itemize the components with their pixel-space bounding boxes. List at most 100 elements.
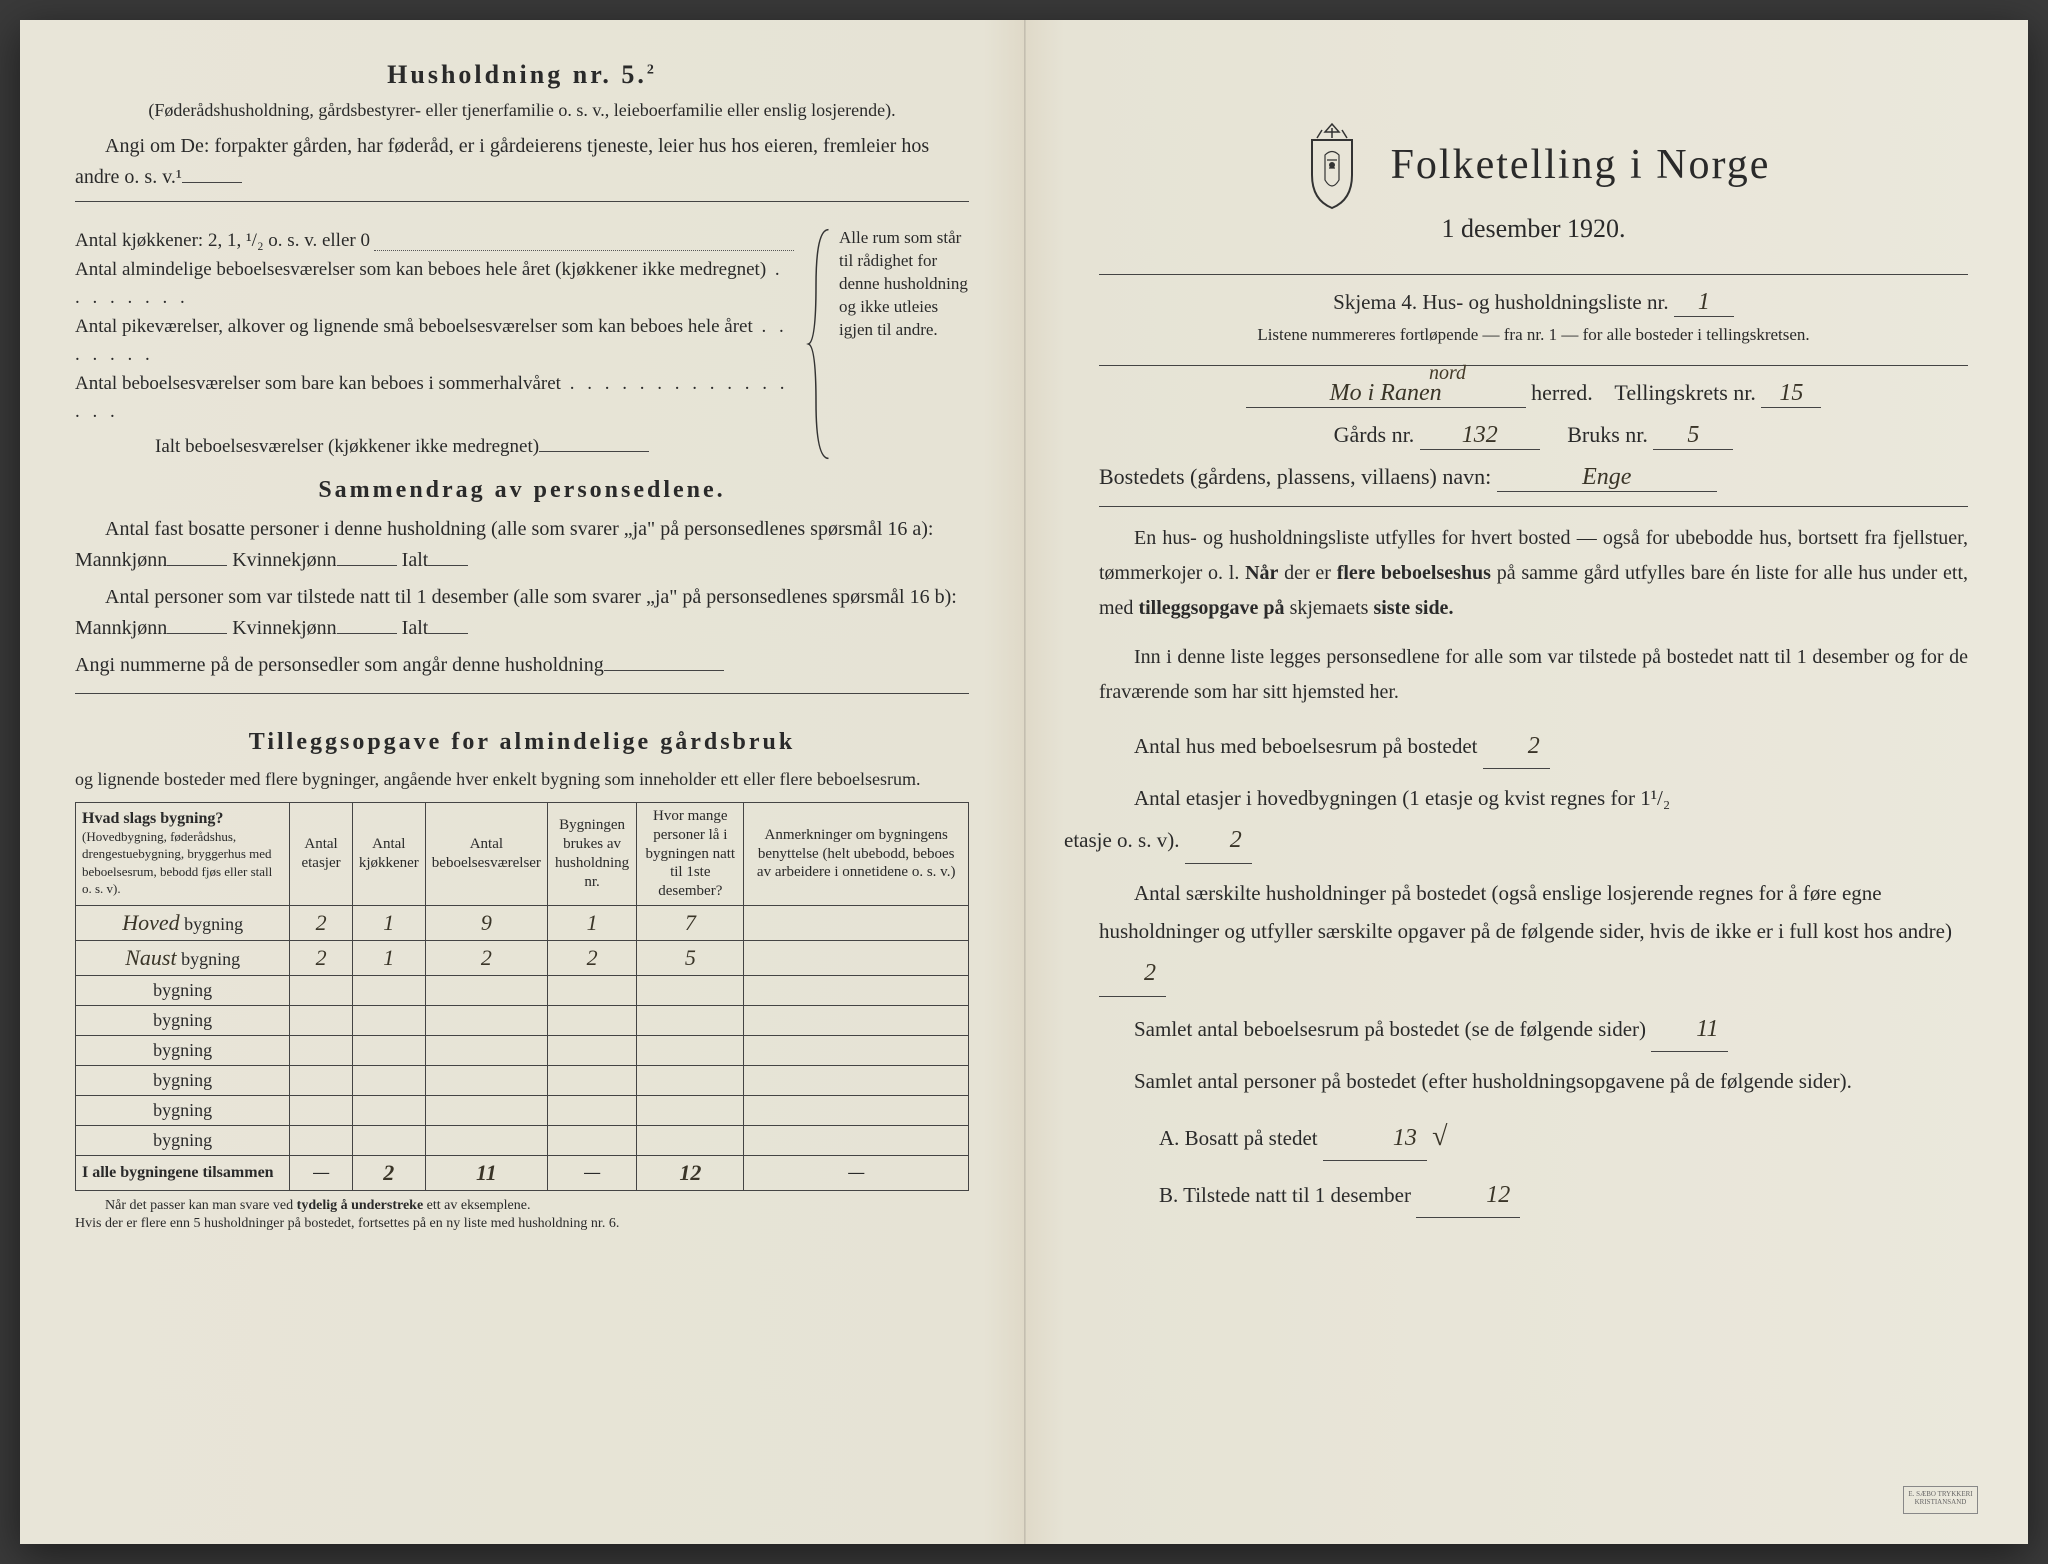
s2-rule	[75, 693, 969, 694]
row-etasjer: 2	[290, 905, 353, 940]
kl0: Antal kjøkkener: 2, 1, ¹/₂ o. s. v. elle…	[75, 227, 370, 256]
census-document: Husholdning nr. 5.2 (Føderådshusholdning…	[20, 20, 2028, 1544]
total-beboelse: 11	[425, 1155, 547, 1190]
form-line: Skjema 4. Hus- og husholdningsliste nr. …	[1099, 289, 1968, 317]
herred-label: herred.	[1531, 380, 1593, 405]
q4-text: Samlet antal beboelsesrum på bostedet (s…	[1134, 1017, 1646, 1041]
table-head: Hvad slags bygning?(Hovedbygning, føderå…	[76, 803, 969, 906]
table-row-empty: bygning	[76, 1005, 969, 1035]
gards-row: Gårds nr. 132 Bruks nr. 5	[1099, 422, 1968, 450]
bruks-hw: 5	[1653, 422, 1733, 450]
small-note: Listene nummereres fortløpende — fra nr.…	[1099, 325, 1968, 345]
angi-blank	[182, 182, 242, 183]
row-beboelse: 9	[425, 905, 547, 940]
row-name-empty: bygning	[76, 1035, 290, 1065]
s2l1-b3	[428, 565, 468, 566]
s2l1-t: Antal fast bosatte personer i denne hush…	[75, 518, 934, 571]
brace-text: Alle rum som står til rådighet for denne…	[839, 227, 969, 461]
kitchen-line-1: Antal almindelige beboelsesværelser som …	[75, 256, 798, 313]
title-text: Husholdning nr. 5.	[387, 60, 647, 89]
row-beboelse: 2	[425, 940, 547, 975]
s2-l2: Antal personer som var tilstede natt til…	[75, 582, 969, 644]
s2l2-t: Antal personer som var tilstede natt til…	[75, 586, 957, 639]
total-anm: —	[744, 1155, 969, 1190]
bosted-hw: Enge	[1497, 464, 1717, 492]
table-row-empty: bygning	[76, 975, 969, 1005]
th-0: Hvad slags bygning?(Hovedbygning, føderå…	[76, 803, 290, 906]
bosted-label: Bostedets (gårdens, plassens, villaens) …	[1099, 464, 1491, 489]
p1: En hus- og husholdningsliste utfylles fo…	[1099, 521, 1968, 626]
form-nr-hw: 1	[1674, 289, 1734, 317]
q3-hw: 2	[1099, 951, 1166, 996]
kitchen-block: Antal kjøkkener: 2, 1, ¹/₂ o. s. v. elle…	[75, 227, 969, 461]
total-label: I alle bygningene tilsammen	[76, 1155, 290, 1190]
row-anm	[744, 940, 969, 975]
table-row: Hoved bygning 2 1 9 1 7	[76, 905, 969, 940]
s2-l3: Angi nummerne på de personsedler som ang…	[75, 650, 969, 681]
table-body: Hoved bygning 2 1 9 1 7 Naust bygning 2 …	[76, 905, 969, 1190]
row-name-empty: bygning	[76, 1065, 290, 1095]
qB-hw: 12	[1416, 1173, 1520, 1218]
q4: Samlet antal beboelsesrum på bostedet (s…	[1099, 1007, 1968, 1052]
table-row: Naust bygning 2 1 2 2 5	[76, 940, 969, 975]
title-sup: 2	[647, 62, 657, 77]
q1: Antal hus med beboelsesrum på bostedet 2	[1099, 724, 1968, 769]
s2l1-b2	[337, 565, 397, 566]
bosted-row: Bostedets (gårdens, plassens, villaens) …	[1099, 464, 1968, 492]
right-header: Folketelling i Norge 1 desember 1920.	[1099, 120, 1968, 244]
s2l2-b2	[337, 633, 397, 634]
kitchen-left: Antal kjøkkener: 2, 1, ¹/₂ o. s. v. elle…	[75, 227, 798, 461]
total-hushold: —	[547, 1155, 636, 1190]
s2l2-b1	[167, 633, 227, 634]
q3-text: Antal særskilte husholdninger på bostede…	[1099, 881, 1952, 944]
angi-rule	[75, 201, 969, 202]
qA: A. Bosatt på stedet 13 √	[1099, 1111, 1968, 1163]
s2l1-ialt: Ialt	[402, 549, 429, 571]
row-name: Naust bygning	[76, 940, 290, 975]
left-page: Husholdning nr. 5.2 (Føderådshusholdning…	[20, 20, 1024, 1544]
th-1: Antal etasjer	[290, 803, 353, 906]
q1-hw: 2	[1483, 724, 1550, 769]
tillegg-title: Tilleggsopgave for almindelige gårdsbruk	[75, 729, 969, 756]
row-anm	[744, 905, 969, 940]
qB: B. Tilstede natt til 1 desember 12	[1099, 1173, 1968, 1218]
kl0-dots	[374, 227, 794, 251]
bruks-label: Bruks nr.	[1567, 422, 1648, 447]
table-row-empty: bygning	[76, 1125, 969, 1155]
s2l2-ialt: Ialt	[402, 617, 429, 639]
gards-hw: 132	[1420, 422, 1540, 450]
th-3: Antal beboelsesværelser	[425, 803, 547, 906]
s2-l1: Antal fast bosatte personer i denne hush…	[75, 514, 969, 576]
row-name-empty: bygning	[76, 1095, 290, 1125]
s2l2-b3	[428, 633, 468, 634]
right-page: Folketelling i Norge 1 desember 1920. Sk…	[1024, 20, 2028, 1544]
hr3	[1099, 506, 1968, 507]
total-kjokkener: 2	[352, 1155, 425, 1190]
row-hushold: 1	[547, 905, 636, 940]
kt: Ialt beboelsesværelser (kjøkkener ikke m…	[155, 436, 539, 457]
th-6: Anmerkninger om bygningens benyttelse (h…	[744, 803, 969, 906]
row-name: Hoved bygning	[76, 905, 290, 940]
curly-brace	[806, 227, 831, 461]
th-4: Bygningen brukes av husholdning nr.	[547, 803, 636, 906]
total-etasjer: —	[290, 1155, 353, 1190]
table-row-empty: bygning	[76, 1095, 969, 1125]
hr1	[1099, 274, 1968, 275]
sammendrag-title: Sammendrag av personsedlene.	[75, 477, 969, 504]
row-name-empty: bygning	[76, 1005, 290, 1035]
row-kjokkener: 1	[352, 940, 425, 975]
building-table: Hvad slags bygning?(Hovedbygning, føderå…	[75, 802, 969, 1191]
kl3: Antal beboelsesværelser som bare kan beb…	[75, 373, 561, 394]
kitchen-line-3: Antal beboelsesværelser som bare kan beb…	[75, 370, 798, 427]
footnote: Når det passer kan man svare ved tydelig…	[75, 1197, 969, 1233]
row-personer: 7	[637, 905, 744, 940]
coat-of-arms-icon	[1297, 120, 1367, 210]
kl1: Antal almindelige beboelsesværelser som …	[75, 259, 766, 280]
row-kjokkener: 1	[352, 905, 425, 940]
kt-blank	[539, 451, 649, 452]
kitchen-total: Ialt beboelsesværelser (kjøkkener ikke m…	[75, 433, 798, 462]
th-2: Antal kjøkkener	[352, 803, 425, 906]
main-title: Folketelling i Norge	[1391, 141, 1771, 189]
q2: Antal etasjer i hovedbygningen (1 etasje…	[1099, 779, 1968, 863]
row-name-empty: bygning	[76, 975, 290, 1005]
